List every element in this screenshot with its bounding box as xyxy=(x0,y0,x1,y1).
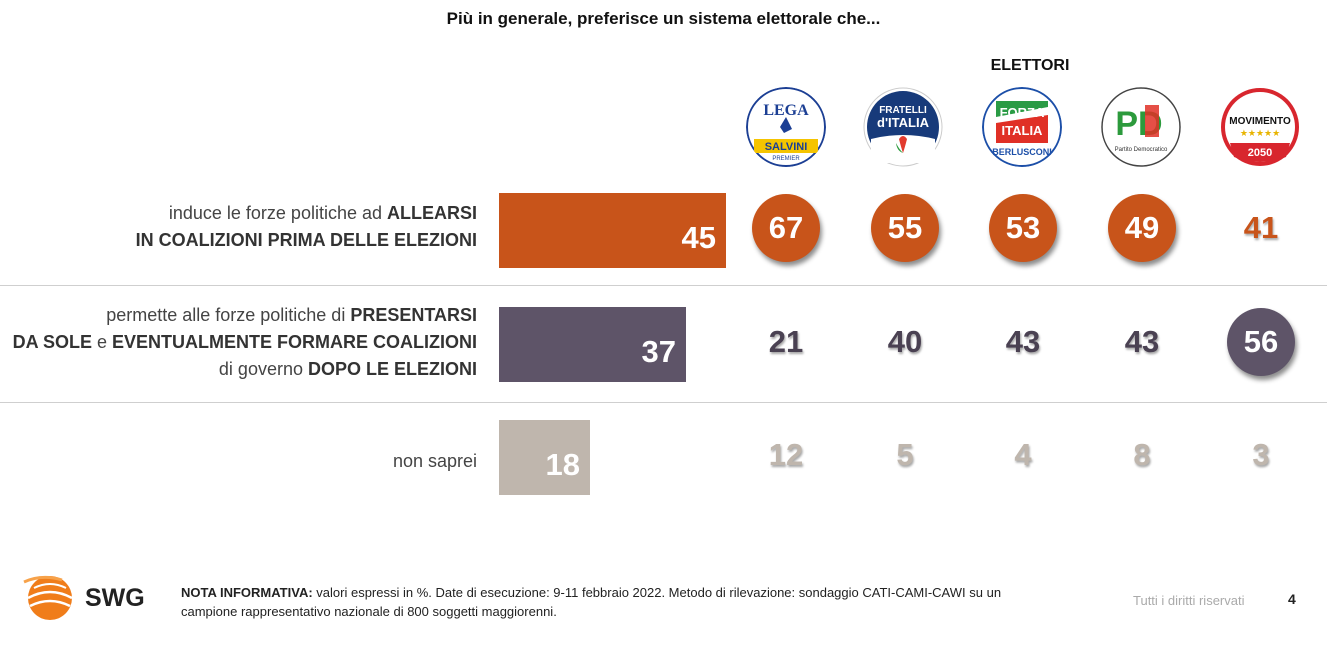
row-label-1: induce le forze politiche ad ALLEARSI IN… xyxy=(135,203,477,250)
total-bar-2: 37 xyxy=(499,307,686,382)
highlight-circle-5-2: 56 xyxy=(1227,308,1295,376)
rights-text: Tutti i diritti riservati xyxy=(1133,593,1245,608)
lega-logo-sub2: PREMIER xyxy=(772,156,800,162)
pd-logo-sub: Partito Democratico xyxy=(1115,147,1168,153)
swg-globe-icon xyxy=(23,575,73,620)
party-value-3-2: 43 xyxy=(1005,324,1041,359)
total-bar-value-3: 18 xyxy=(545,447,580,482)
m5s-logo: MOVIMENTO ★★★★★ 2050 xyxy=(1220,87,1300,167)
party-value-5-3: 3 xyxy=(1252,437,1270,472)
total-bar-3: 18 xyxy=(499,420,590,495)
party-value-1-3: 12 xyxy=(768,437,804,472)
fdi-logo-text: FRATELLI xyxy=(879,105,927,116)
row-label-2: permette alle forze politiche di PRESENT… xyxy=(12,305,477,379)
highlight-circle-1-1: 67 xyxy=(752,194,820,262)
party-value-3-3: 4 xyxy=(1014,437,1032,472)
party-value-4-3: 8 xyxy=(1133,437,1151,472)
highlight-circle-2-1: 55 xyxy=(871,194,939,262)
lega-logo: LEGA SALVINI PREMIER xyxy=(746,87,826,167)
highlight-circle-4-1: 49 xyxy=(1108,194,1176,262)
row-label-3: non saprei xyxy=(392,451,477,471)
group-label: ELETTORI xyxy=(990,57,1070,74)
page-number: 4 xyxy=(1288,591,1296,607)
m5s-logo-stars: ★★★★★ xyxy=(1240,129,1280,139)
party-value-2-3: 5 xyxy=(896,437,914,472)
total-bar-value-2: 37 xyxy=(641,334,676,369)
highlight-circle-3-1: 53 xyxy=(989,194,1057,262)
fdi-logo-sub: d'ITALIA xyxy=(877,115,930,130)
fdi-logo: FRATELLI d'ITALIA xyxy=(863,87,943,167)
party-value-2-2: 40 xyxy=(887,324,923,359)
chart-title: Più in generale, preferisce un sistema e… xyxy=(446,9,881,28)
brand-name: SWG xyxy=(85,584,145,612)
party-value-1-2: 21 xyxy=(768,324,804,359)
row-divider-1 xyxy=(0,285,1327,286)
fi-logo: FORZA ITALIA BERLUSCONI xyxy=(982,87,1062,167)
lega-logo-text: LEGA xyxy=(763,102,809,119)
lega-logo-sub: SALVINI xyxy=(765,141,808,153)
party-value-4-2: 43 xyxy=(1124,324,1160,359)
pd-logo: PD Partito Democratico xyxy=(1101,87,1181,167)
party-value-5-1: 41 xyxy=(1243,210,1279,245)
total-bar-value-1: 45 xyxy=(681,220,716,255)
fi-logo-sub2: BERLUSCONI xyxy=(992,147,1052,157)
row-divider-2 xyxy=(0,402,1327,403)
total-bar-1: 45 xyxy=(499,193,726,268)
m5s-logo-sub: 2050 xyxy=(1248,147,1272,159)
fi-logo-text: FORZA xyxy=(1000,105,1045,120)
m5s-logo-text: MOVIMENTO xyxy=(1229,116,1291,127)
methodology-note: NOTA INFORMATIVA: valori espressi in %. … xyxy=(181,585,1002,619)
fi-logo-sub: ITALIA xyxy=(1002,123,1044,138)
